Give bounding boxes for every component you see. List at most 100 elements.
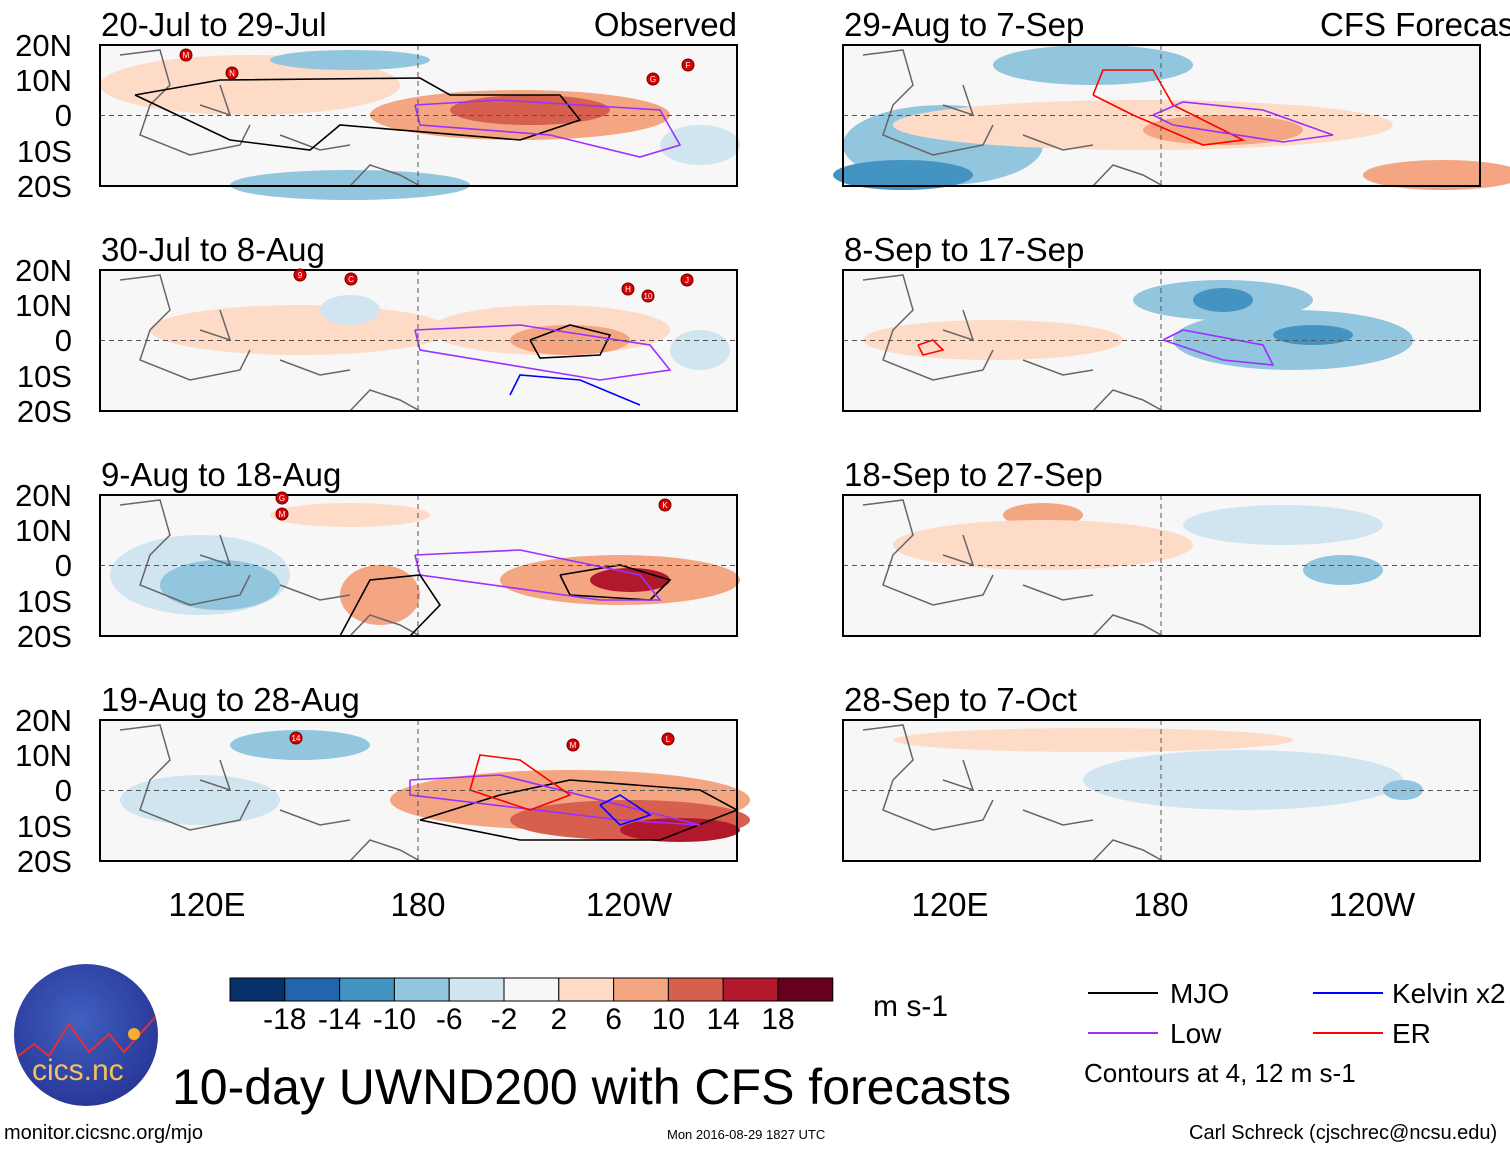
logo-text: cics.nc — [32, 1054, 124, 1087]
lon-tick-label: 180 — [1133, 886, 1189, 923]
lon-tick-label: 120E — [911, 886, 989, 923]
contour-line — [409, 774, 701, 826]
storm-label: H — [625, 285, 631, 294]
wind-anomaly-region — [100, 55, 400, 115]
legend-mjo: MJO — [1170, 978, 1230, 1009]
lat-tick-label: 10S — [16, 583, 72, 619]
contour-line — [469, 754, 572, 811]
wind-anomaly-region — [620, 818, 740, 842]
plot-frame — [842, 269, 1481, 412]
panel-column-label: CFS Forecast — [1320, 6, 1510, 43]
map-plot — [842, 719, 1481, 862]
wind-anomaly-region — [1303, 555, 1383, 585]
wind-anomaly-region — [993, 45, 1193, 85]
wind-anomaly-region — [340, 565, 420, 625]
wind-anomaly-region — [863, 320, 1123, 360]
colorbar-tick-label: -6 — [435, 1003, 463, 1036]
panel-column-label: Observed — [593, 6, 737, 43]
lon-tick-label: 120E — [168, 886, 246, 923]
storm-label: C — [348, 275, 354, 284]
plot-frame — [99, 719, 738, 862]
legend-kelvin: Kelvin x2 — [1392, 978, 1506, 1009]
lat-tick-label: 20N — [15, 703, 72, 738]
lat-tick-label: 20S — [16, 618, 72, 654]
mountain-icon — [14, 1013, 158, 1060]
lat-tick-label: 10S — [16, 808, 72, 844]
lat-tick-label: 0 — [54, 773, 72, 809]
lon-tick-label: 120W — [585, 886, 673, 923]
plot-frame — [842, 494, 1481, 637]
storm-marker: M — [179, 48, 193, 62]
colorbar-tick-label: 14 — [706, 1003, 740, 1036]
colorbar-tick-label: 18 — [761, 1003, 795, 1036]
lat-tick-label: 0 — [54, 98, 72, 134]
storm-label: K — [662, 501, 668, 510]
wind-anomaly-region — [270, 503, 430, 527]
plot-frame — [842, 44, 1481, 187]
colorbar-tick-label: -2 — [490, 1003, 518, 1036]
lat-tick-label: 20N — [15, 28, 72, 63]
colorbar-tick-label: 6 — [605, 1003, 622, 1036]
storm-label: G — [279, 494, 285, 503]
contour-note: Contours at 4, 12 m s-1 — [1084, 1058, 1356, 1088]
map-plot: GM K — [99, 491, 740, 637]
contour-line — [917, 339, 945, 356]
plot-frame — [99, 494, 738, 637]
storm-label: J — [685, 276, 689, 285]
wind-anomaly-region — [893, 520, 1193, 570]
panel-title: 20-Jul to 29-Jul — [101, 6, 327, 43]
lat-tick-label: 0 — [54, 323, 72, 359]
contour-line — [1092, 69, 1246, 146]
lon-tick-label: 180 — [390, 886, 446, 923]
lat-tick-label: 10N — [15, 738, 72, 774]
storm-marker: K — [658, 498, 672, 512]
storm-label: M — [570, 741, 577, 750]
footer-url[interactable]: monitor.cicsnc.org/mjo — [4, 1122, 203, 1144]
wind-anomaly-region — [660, 125, 740, 165]
panel-title: 9-Aug to 18-Aug — [101, 456, 342, 493]
wind-anomaly-region — [230, 730, 370, 760]
panel-title: 28-Sep to 7-Oct — [844, 681, 1077, 718]
storm-label: 9 — [298, 271, 303, 280]
storm-marker: G — [275, 491, 289, 505]
lat-tick-label: 20N — [15, 253, 72, 288]
contour-line — [1162, 329, 1275, 366]
panel-title: 8-Sep to 17-Sep — [844, 231, 1085, 268]
map-plot: 9 C H 10 J — [99, 268, 738, 412]
storm-marker: M — [566, 738, 580, 752]
footer-author: Carl Schreck (cjschrec@ncsu.edu) — [1189, 1122, 1498, 1144]
wind-anomaly-region — [450, 95, 610, 125]
colorbar-tick-label: -14 — [317, 1003, 362, 1036]
storm-marker: H — [621, 282, 635, 296]
lat-tick-label: 10N — [15, 63, 72, 99]
lat-tick-label: 20S — [16, 168, 72, 204]
storm-label: F — [686, 61, 691, 70]
storm-label: M — [279, 510, 286, 519]
wind-anomaly-region — [1193, 288, 1253, 312]
contour-line — [414, 324, 672, 381]
contour-line — [509, 374, 641, 406]
map-plot — [842, 269, 1481, 412]
plot-frame — [99, 44, 738, 187]
contour-line — [414, 99, 682, 158]
storm-label: G — [650, 75, 656, 84]
panel-title: 18-Sep to 27-Sep — [844, 456, 1103, 493]
storm-marker: 10 — [641, 289, 655, 303]
storm-marker: 9 — [293, 268, 307, 282]
contour-line — [339, 574, 442, 637]
footer-timestamp: Mon 2016-08-29 1827 UTC — [667, 1127, 826, 1142]
lat-tick-label: 20S — [16, 843, 72, 879]
wind-anomaly-region — [1363, 160, 1510, 190]
legend-er: ER — [1392, 1018, 1431, 1049]
panel-title: 29-Aug to 7-Sep — [844, 6, 1085, 43]
wind-anomaly-region — [1083, 750, 1403, 810]
storm-marker: G — [646, 72, 660, 86]
figure-title: 10-day UWND200 with CFS forecasts — [172, 1059, 1012, 1115]
storm-marker: 14 — [289, 731, 303, 745]
lat-tick-label: 0 — [54, 548, 72, 584]
storm-label: N — [229, 69, 235, 78]
units-label: m s-1 — [873, 990, 948, 1023]
lat-tick-label: 10N — [15, 288, 72, 324]
colorbar-boxes — [229, 977, 834, 1002]
